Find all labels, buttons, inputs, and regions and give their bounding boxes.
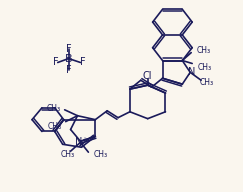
Text: N: N <box>189 67 196 77</box>
Text: CH₃: CH₃ <box>197 63 211 72</box>
Text: CH₃: CH₃ <box>48 122 62 131</box>
Text: CH₃: CH₃ <box>93 150 107 159</box>
Text: F: F <box>80 57 85 68</box>
Text: Cl: Cl <box>143 71 152 81</box>
Text: CH₃: CH₃ <box>47 104 61 113</box>
Text: F: F <box>66 65 71 75</box>
Text: F: F <box>53 57 59 68</box>
Text: CH₃: CH₃ <box>196 46 210 55</box>
Text: F: F <box>66 44 71 54</box>
Text: B: B <box>65 54 72 64</box>
Text: N⁺: N⁺ <box>75 137 88 147</box>
Text: CH₃: CH₃ <box>61 150 75 159</box>
Text: CH₃: CH₃ <box>200 78 214 87</box>
